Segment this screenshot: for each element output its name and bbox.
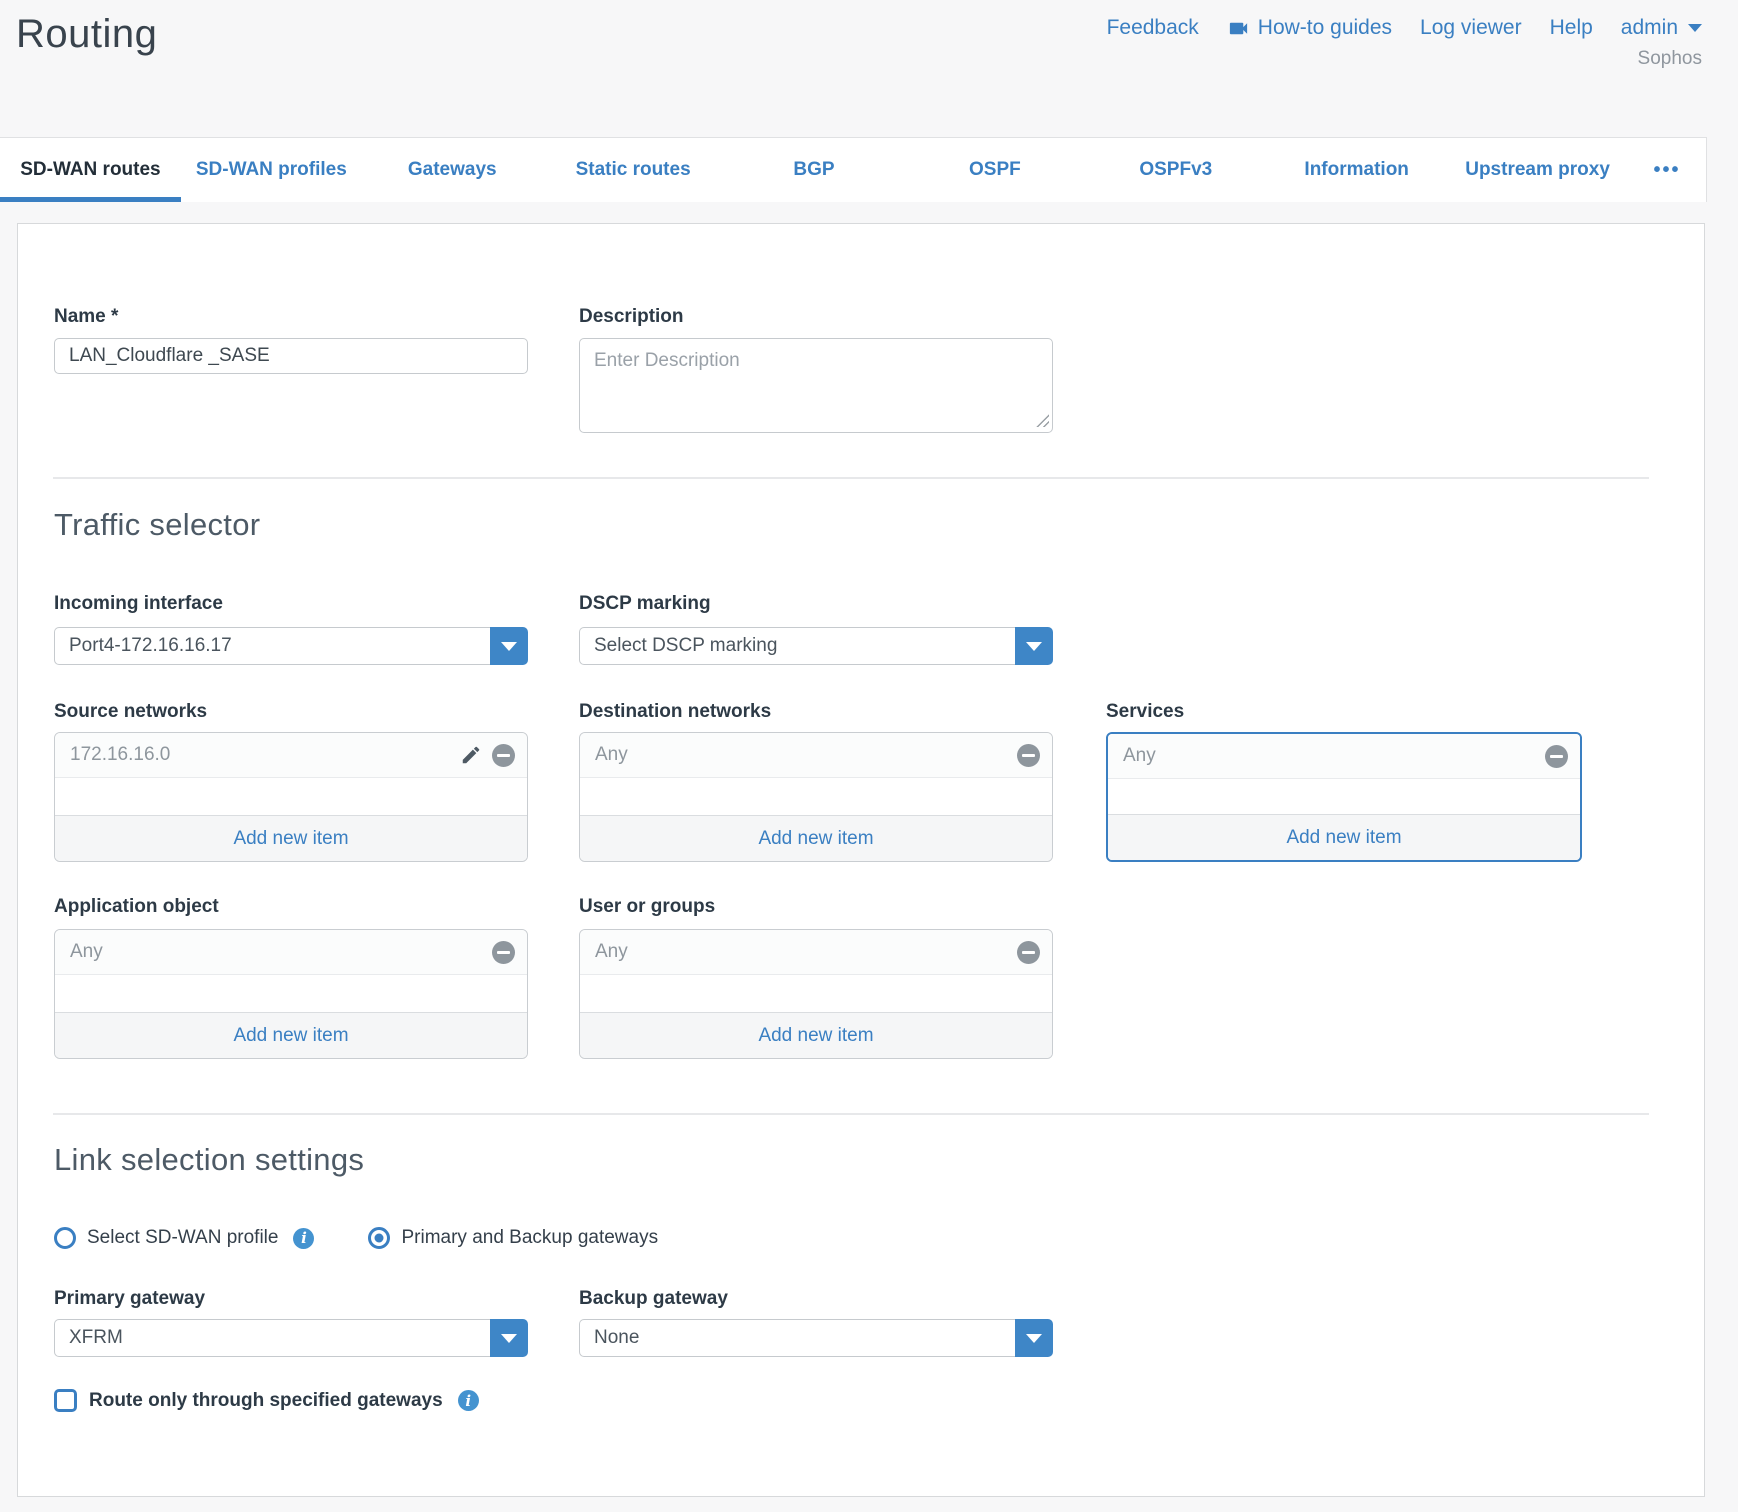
name-input[interactable] xyxy=(54,338,528,374)
destination-networks-box: Any Add new item xyxy=(579,732,1053,862)
add-new-item-button[interactable]: Add new item xyxy=(55,1012,527,1058)
application-object-box: Any Add new item xyxy=(54,929,528,1059)
radio-select-sdwan-profile[interactable] xyxy=(54,1227,76,1249)
info-icon[interactable]: i xyxy=(293,1227,315,1249)
remove-item-icon[interactable] xyxy=(1017,940,1040,964)
application-object-label: Application object xyxy=(54,896,219,917)
name-label: Name * xyxy=(54,306,119,327)
add-new-item-button[interactable]: Add new item xyxy=(1108,814,1580,860)
services-box: Any Add new item xyxy=(1106,732,1582,862)
source-networks-box: 172.16.16.0 Add new item xyxy=(54,732,528,862)
traffic-selector-heading: Traffic selector xyxy=(54,507,261,542)
remove-item-icon[interactable] xyxy=(1017,743,1040,767)
info-icon[interactable]: i xyxy=(457,1390,479,1411)
list-item: Any xyxy=(55,930,527,975)
description-label: Description xyxy=(579,306,684,327)
radio-primary-backup-gateways[interactable] xyxy=(368,1227,391,1249)
description-field-wrap xyxy=(579,338,1053,433)
log-viewer-link[interactable]: Log viewer xyxy=(1420,16,1522,39)
tab-information[interactable]: Information xyxy=(1304,159,1409,180)
services-label: Services xyxy=(1106,701,1185,722)
section-divider xyxy=(53,1113,1649,1115)
dscp-marking-label: DSCP marking xyxy=(579,593,711,614)
brand-label: Sophos xyxy=(1637,48,1702,69)
remove-item-icon[interactable] xyxy=(1545,744,1568,768)
list-item: Any xyxy=(1108,734,1580,779)
backup-gateway-label: Backup gateway xyxy=(579,1288,728,1309)
dscp-marking-select[interactable]: Select DSCP marking xyxy=(579,627,1053,665)
video-camera-icon xyxy=(1229,22,1247,34)
list-item: 172.16.16.0 xyxy=(55,733,527,778)
tab-sdwan-profiles[interactable]: SD-WAN profiles xyxy=(195,159,347,180)
link-selection-heading: Link selection settings xyxy=(54,1142,365,1177)
description-textarea[interactable] xyxy=(579,338,1053,433)
tab-sdwan-routes[interactable]: SD-WAN routes xyxy=(0,138,181,202)
list-item: Any xyxy=(580,733,1052,778)
checkbox-label: Route only through specified gateways xyxy=(89,1389,443,1411)
tab-upstream-proxy[interactable]: Upstream proxy xyxy=(1465,159,1610,180)
radio-label: Select SD-WAN profile xyxy=(87,1227,279,1248)
edit-pencil-icon[interactable] xyxy=(460,744,482,766)
section-divider xyxy=(53,477,1649,479)
incoming-interface-label: Incoming interface xyxy=(54,593,223,614)
dropdown-caret-icon[interactable] xyxy=(1015,627,1053,665)
more-tabs-icon[interactable]: ••• xyxy=(1653,158,1681,181)
list-item: Any xyxy=(580,930,1052,975)
header-links: Feedback How-to guides Log viewer Help a… xyxy=(1107,16,1702,40)
primary-gateway-label: Primary gateway xyxy=(54,1288,206,1309)
incoming-interface-select[interactable]: Port4-172.16.16.17 xyxy=(54,627,528,665)
feedback-link[interactable]: Feedback xyxy=(1106,16,1199,39)
tab-gateways[interactable]: Gateways xyxy=(407,159,497,180)
destination-networks-label: Destination networks xyxy=(579,701,772,722)
routing-tabbar: SD-WAN routes SD-WAN profiles Gateways S… xyxy=(0,137,1707,202)
remove-item-icon[interactable] xyxy=(492,940,515,964)
howto-guides-link[interactable]: How-to guides xyxy=(1227,16,1392,40)
radio-label: Primary and Backup gateways xyxy=(401,1227,659,1248)
dropdown-caret-icon[interactable] xyxy=(1015,1319,1053,1357)
chevron-down-icon xyxy=(1688,24,1702,32)
admin-menu[interactable]: admin xyxy=(1621,16,1702,40)
user-or-groups-box: Any Add new item xyxy=(579,929,1053,1059)
sdwan-route-form-card: Name * Description Traffic selector Inco… xyxy=(17,223,1705,1497)
tab-static-routes[interactable]: Static routes xyxy=(575,159,691,180)
add-new-item-button[interactable]: Add new item xyxy=(580,815,1052,861)
tab-bgp[interactable]: BGP xyxy=(793,159,835,180)
add-new-item-button[interactable]: Add new item xyxy=(55,815,527,861)
dropdown-caret-icon[interactable] xyxy=(490,1319,528,1357)
user-or-groups-label: User or groups xyxy=(579,896,716,917)
backup-gateway-select[interactable]: None xyxy=(579,1319,1053,1357)
tab-ospf[interactable]: OSPF xyxy=(969,159,1021,180)
page-title: Routing xyxy=(16,12,158,56)
route-gateways-row: Route only through specified gateways i xyxy=(54,1389,479,1412)
source-networks-label: Source networks xyxy=(54,701,208,722)
link-selection-radios: Select SD-WAN profile i Primary and Back… xyxy=(54,1227,658,1249)
route-only-checkbox[interactable] xyxy=(54,1389,77,1412)
primary-gateway-select[interactable]: XFRM xyxy=(54,1319,528,1357)
tab-ospfv3[interactable]: OSPFv3 xyxy=(1139,159,1213,180)
dropdown-caret-icon[interactable] xyxy=(490,627,528,665)
remove-item-icon[interactable] xyxy=(492,743,515,767)
help-link[interactable]: Help xyxy=(1549,16,1593,39)
add-new-item-button[interactable]: Add new item xyxy=(580,1012,1052,1058)
